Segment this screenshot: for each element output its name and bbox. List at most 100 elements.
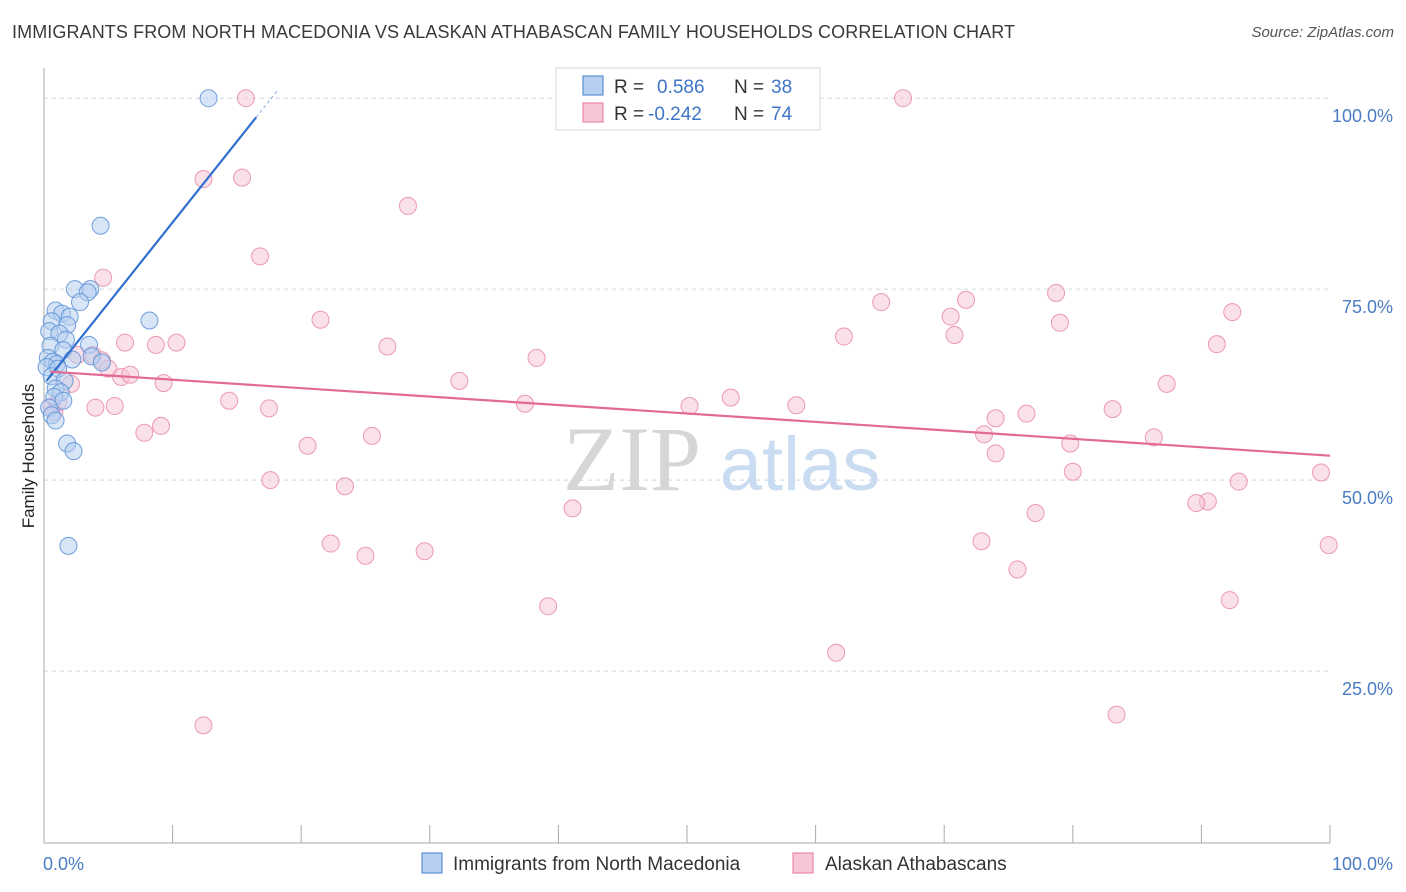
- series-legend-swatch-pink: [792, 852, 814, 874]
- point-alaskan-athabascan-28: [721, 388, 740, 407]
- point-alaskan-athabascan-45: [957, 290, 976, 309]
- point-alaskan-athabascan-57: [1144, 428, 1163, 447]
- watermark-atlas: atlas: [720, 422, 881, 507]
- legend-swatch-pink: [582, 102, 604, 123]
- point-alaskan-athabascan-66: [972, 532, 991, 551]
- series-legend: Immigrants from North Macedonia Alaskan …: [421, 852, 1007, 875]
- legend-box: R = 0.586 N = 38 R = -0.242 N = 74: [555, 67, 821, 131]
- point-alaskan-athabascan-43: [872, 293, 891, 312]
- chart-title: IMMIGRANTS FROM NORTH MACEDONIA VS ALASK…: [12, 22, 1016, 42]
- point-alaskan-athabascan-4: [398, 196, 417, 215]
- point-alaskan-athabascan-54: [1017, 404, 1036, 423]
- point-alaskan-athabascan-61: [1229, 472, 1248, 491]
- point-alaskan-athabascan-2: [194, 170, 213, 189]
- point-alaskan-athabascan-48: [1223, 303, 1242, 322]
- x-tick-label-1: 100.0%: [1332, 854, 1393, 874]
- point-alaskan-athabascan-68: [1220, 591, 1239, 610]
- point-north-macedonia-11: [140, 311, 159, 330]
- point-alaskan-athabascan-12: [527, 348, 546, 367]
- point-alaskan-athabascan-60: [1063, 462, 1082, 481]
- point-alaskan-athabascan-6: [94, 268, 113, 287]
- point-alaskan-athabascan-23: [86, 398, 105, 417]
- y-tick-label-3: 25.0%: [1342, 679, 1393, 699]
- point-north-macedonia-5: [71, 293, 90, 312]
- point-alaskan-athabascan-55: [986, 409, 1005, 428]
- point-alaskan-athabascan-49: [834, 327, 853, 346]
- y-tick-labels: 100.0% 75.0% 50.0% 25.0%: [1332, 106, 1393, 699]
- legend-n-label-2: N =: [734, 104, 764, 125]
- point-north-macedonia-0: [199, 89, 218, 108]
- point-alaskan-athabascan-19: [154, 374, 173, 393]
- trend-lines: [45, 89, 1331, 457]
- point-alaskan-athabascan-11: [378, 337, 397, 356]
- trend-line-alaskan-athabascan: [50, 370, 1331, 457]
- legend-swatch-blue: [582, 75, 604, 96]
- point-alaskan-athabascan-47: [1050, 313, 1069, 332]
- legend-r-value-2: -0.242: [648, 104, 702, 125]
- point-alaskan-athabascan-31: [152, 416, 171, 435]
- point-alaskan-athabascan-27: [680, 397, 699, 416]
- point-alaskan-athabascan-51: [1207, 335, 1226, 354]
- point-alaskan-athabascan-22: [220, 391, 239, 410]
- legend-n-value-2: 74: [771, 104, 793, 125]
- legend-n-label-1: N =: [734, 77, 764, 98]
- x-tick-labels: 0.0% 100.0%: [43, 854, 1393, 874]
- point-alaskan-athabascan-40: [539, 597, 558, 616]
- point-alaskan-athabascan-35: [335, 477, 354, 496]
- series-north-macedonia: [37, 89, 218, 555]
- series-legend-label-blue: Immigrants from North Macedonia: [453, 854, 741, 875]
- point-alaskan-athabascan-41: [827, 643, 846, 662]
- point-north-macedonia-20: [92, 353, 111, 372]
- series-alaskan-athabascans: [42, 89, 1338, 735]
- point-alaskan-athabascan-8: [116, 333, 135, 352]
- y-axis-label: Family Households: [19, 384, 38, 529]
- point-alaskan-athabascan-46: [1047, 283, 1066, 302]
- trend-line-north-macedonia: [45, 116, 258, 382]
- point-alaskan-athabascan-69: [1319, 536, 1338, 555]
- point-alaskan-athabascan-62: [1311, 463, 1330, 482]
- point-north-macedonia-36: [64, 442, 83, 461]
- point-alaskan-athabascan-18: [121, 365, 140, 384]
- point-alaskan-athabascan-21: [450, 371, 469, 390]
- point-alaskan-athabascan-34: [261, 471, 280, 490]
- point-north-macedonia-1: [91, 216, 110, 235]
- legend-r-label-1: R =: [614, 77, 644, 98]
- point-alaskan-athabascan-10: [167, 333, 186, 352]
- point-alaskan-athabascan-24: [105, 397, 124, 416]
- y-tick-label-1: 75.0%: [1342, 297, 1393, 317]
- legend-r-value-1: 0.586: [657, 77, 705, 98]
- point-alaskan-athabascan-29: [787, 396, 806, 415]
- point-alaskan-athabascan-1: [894, 89, 913, 108]
- point-alaskan-athabascan-5: [251, 247, 270, 266]
- point-alaskan-athabascan-7: [311, 310, 330, 329]
- point-alaskan-athabascan-30: [135, 423, 154, 442]
- axes: [43, 68, 1331, 844]
- legend-r-label-2: R =: [614, 104, 644, 125]
- point-alaskan-athabascan-39: [415, 542, 434, 561]
- point-alaskan-athabascan-0: [236, 89, 255, 108]
- point-north-macedonia-37: [59, 536, 78, 555]
- point-alaskan-athabascan-65: [1026, 503, 1045, 522]
- point-alaskan-athabascan-37: [321, 534, 340, 553]
- point-alaskan-athabascan-33: [362, 426, 381, 445]
- point-alaskan-athabascan-64: [1187, 494, 1206, 513]
- point-alaskan-athabascan-59: [986, 444, 1005, 463]
- point-alaskan-athabascan-42: [194, 716, 213, 735]
- point-alaskan-athabascan-52: [1157, 374, 1176, 393]
- series-legend-swatch-blue: [421, 852, 443, 874]
- legend-n-value-1: 38: [771, 77, 792, 98]
- x-tick-label-0: 0.0%: [43, 854, 84, 874]
- point-alaskan-athabascan-50: [945, 326, 964, 345]
- trend-line-north-macedonia-extension: [255, 89, 279, 118]
- point-alaskan-athabascan-38: [356, 546, 375, 565]
- point-alaskan-athabascan-32: [298, 436, 317, 455]
- point-alaskan-athabascan-67: [1008, 560, 1027, 579]
- y-tick-label-2: 50.0%: [1342, 488, 1393, 508]
- point-alaskan-athabascan-44: [941, 307, 960, 326]
- watermark: ZIP atlas: [563, 408, 880, 510]
- point-north-macedonia-34: [46, 411, 65, 430]
- point-alaskan-athabascan-53: [1103, 400, 1122, 419]
- source-credit: Source: ZipAtlas.com: [1251, 24, 1394, 41]
- watermark-zip: ZIP: [563, 408, 701, 510]
